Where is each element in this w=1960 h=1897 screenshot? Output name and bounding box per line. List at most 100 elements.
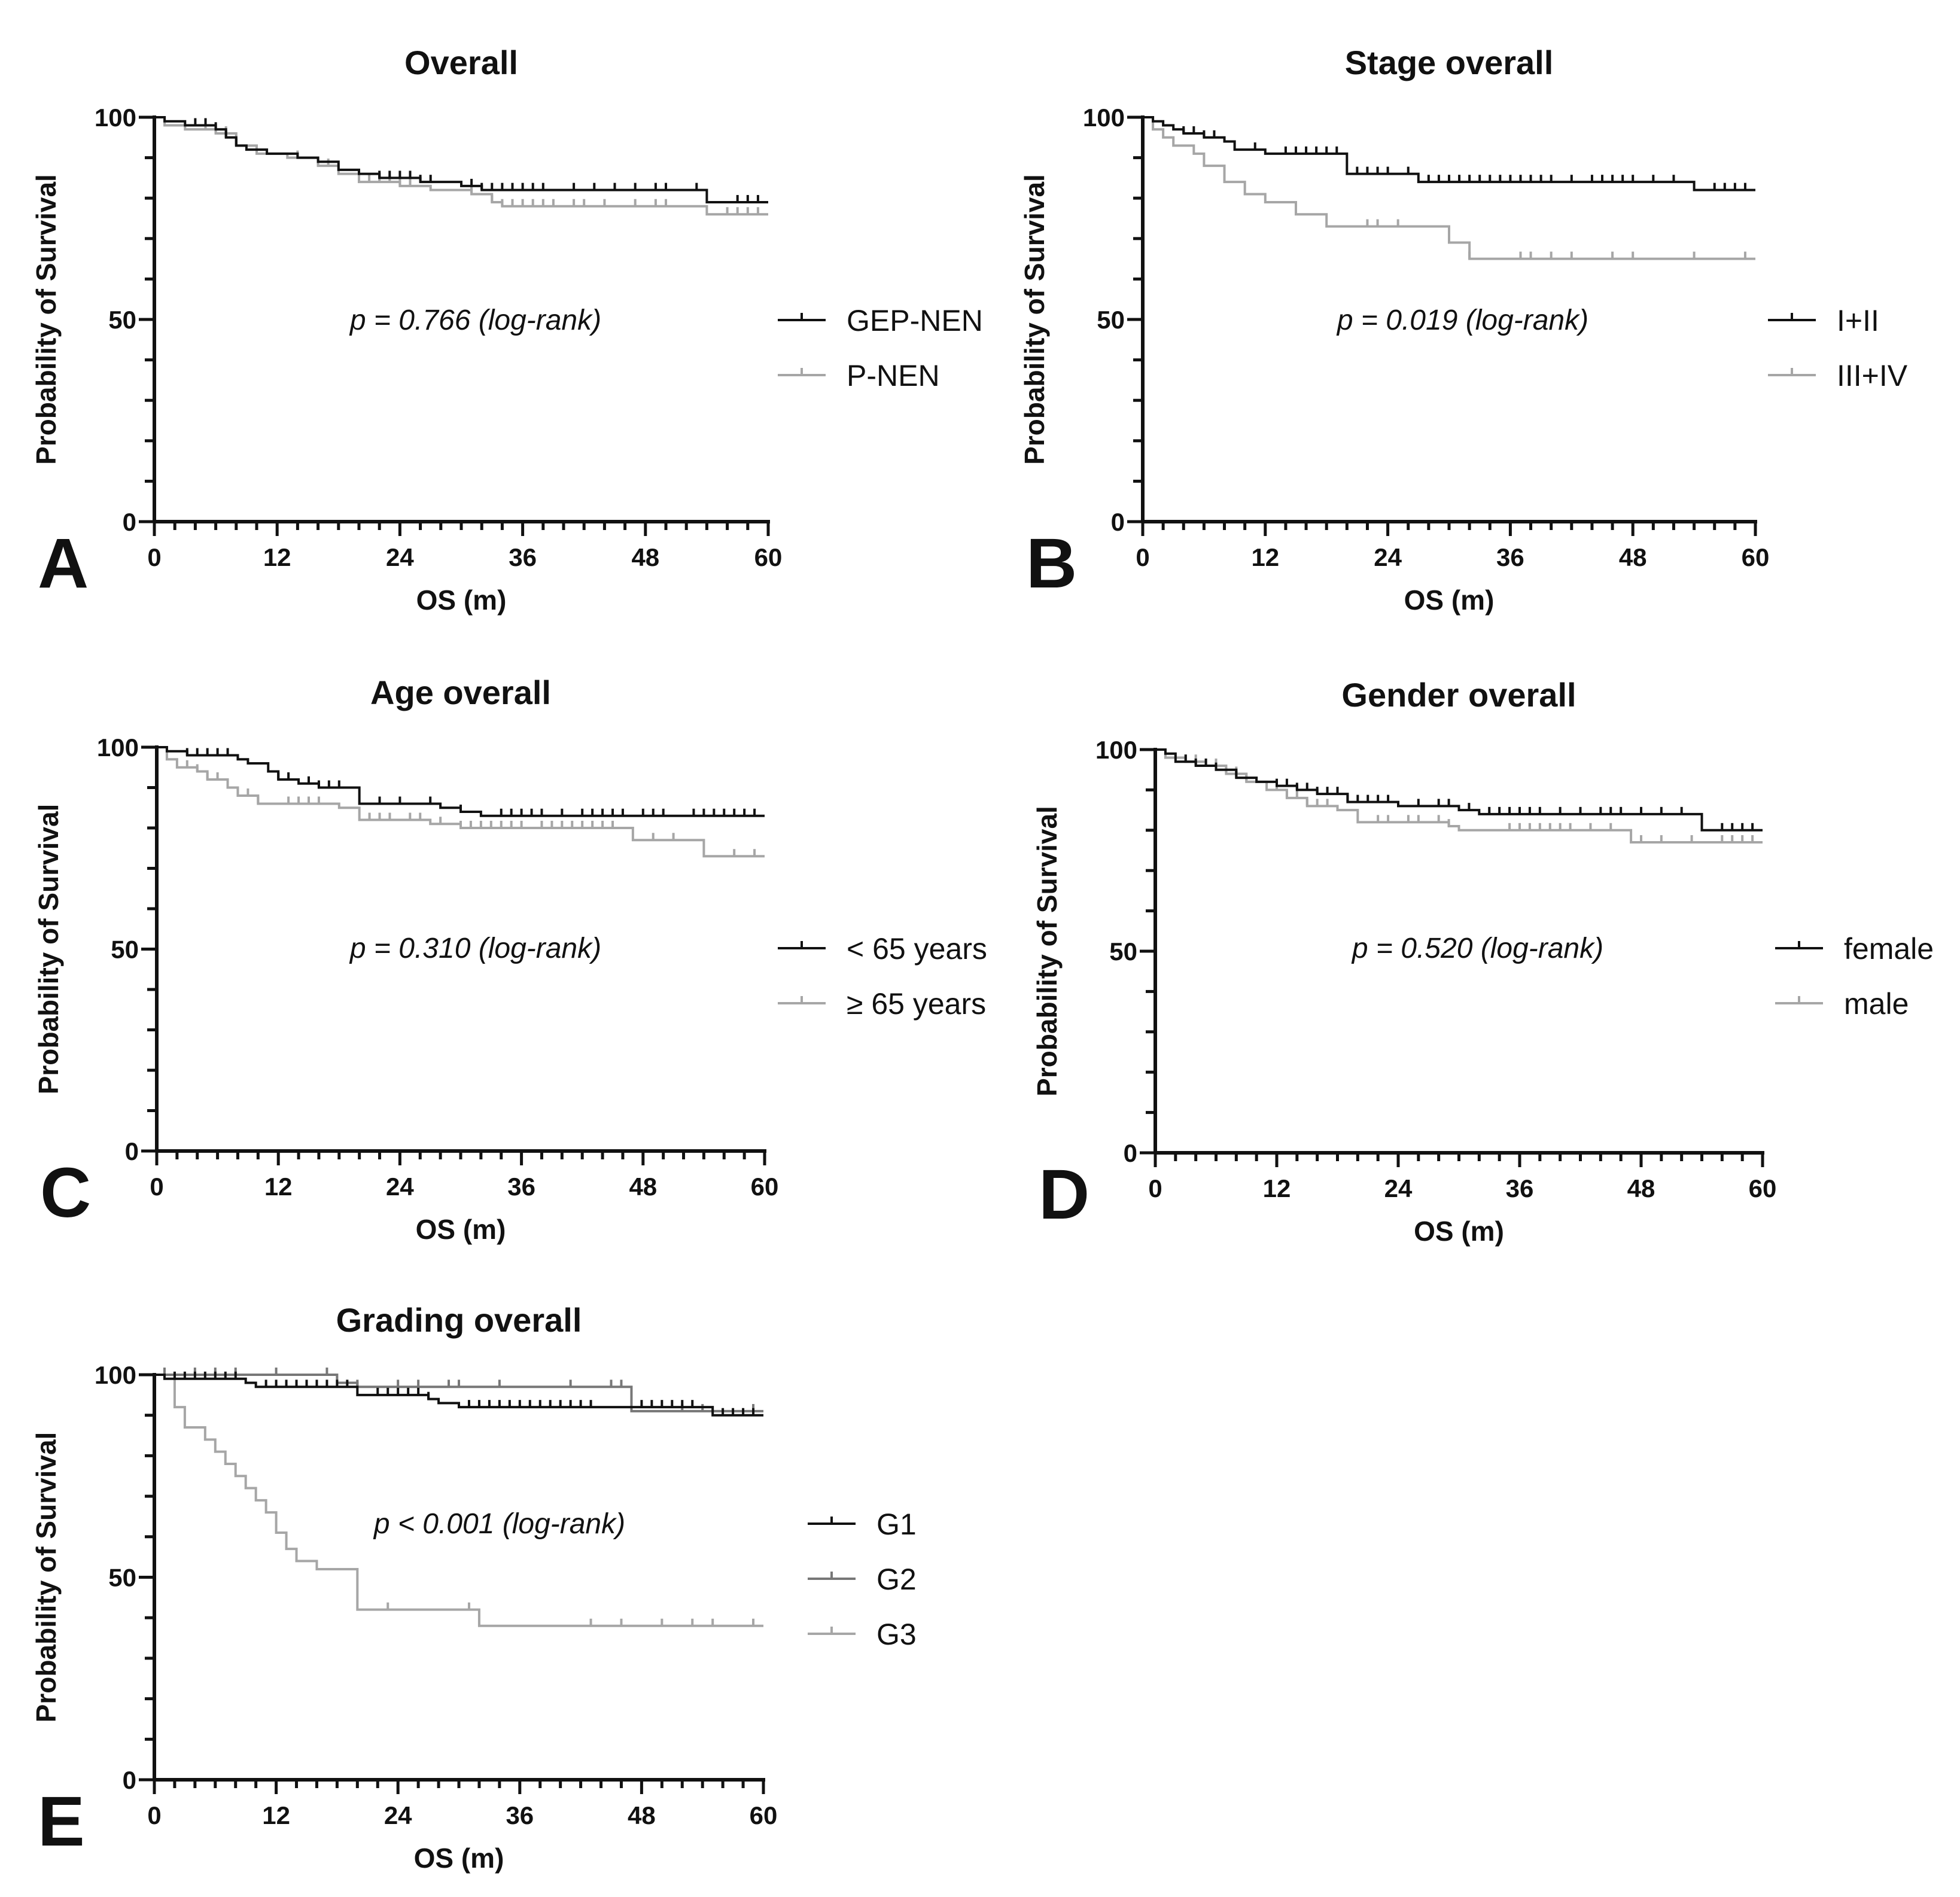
- series-1: [1143, 116, 1755, 260]
- survival-curve: [1155, 748, 1763, 844]
- x-axis-label: OS (m): [416, 584, 507, 616]
- legend-label: I+II: [1837, 304, 1879, 337]
- series-2: [154, 1374, 763, 1627]
- panel-letter: D: [1039, 1155, 1089, 1234]
- x-tick-label: 24: [384, 1801, 412, 1829]
- x-tick-label: 24: [1384, 1174, 1413, 1202]
- y-axis-label: Probability of Survival: [1019, 174, 1050, 465]
- x-tick-label: 12: [262, 1801, 290, 1829]
- legend-entry-1: male: [1775, 987, 1909, 1021]
- legend-entry-1: III+IV: [1768, 359, 1908, 392]
- legend-entry-1: G2: [808, 1563, 917, 1596]
- y-tick-label: 0: [125, 1137, 139, 1165]
- y-tick-label: 100: [95, 103, 136, 132]
- chart-panel-b: Stage overall 0 50 100 0 12 24 36 48 60 OS (m) Prob…: [1019, 44, 1908, 616]
- y-axis-label: Probability of Survival: [33, 804, 64, 1095]
- legend-label: < 65 years: [847, 932, 987, 966]
- legend-entry-0: GEP-NEN: [778, 304, 983, 337]
- chart-title: Age overall: [370, 674, 551, 711]
- x-tick-label: 0: [147, 543, 161, 571]
- x-tick-label: 36: [509, 543, 537, 571]
- y-axis-label: Probability of Survival: [1031, 806, 1063, 1097]
- x-tick-label: 24: [386, 1173, 414, 1201]
- p-value-annotation: p = 0.520 (log-rank): [1351, 933, 1603, 964]
- x-tick-label: 60: [1742, 543, 1770, 571]
- x-tick-label: 60: [1749, 1174, 1777, 1202]
- legend-label: GEP-NEN: [847, 304, 983, 337]
- x-tick-label: 36: [1506, 1174, 1534, 1202]
- legend-label: P-NEN: [847, 359, 940, 392]
- y-tick-label: 0: [1111, 508, 1125, 536]
- survival-curve: [154, 1374, 763, 1417]
- x-axis-label: OS (m): [414, 1843, 504, 1874]
- legend-entry-2: G3: [808, 1618, 917, 1651]
- x-tick-label: 48: [631, 543, 659, 571]
- chart-panel-a: Overall 0 50 100 0 12 24 36 48 60 OS (m) Probabilit…: [31, 44, 983, 616]
- chart-panel-d: Gender overall 0 50 100 0 12 24 36 48 60 OS (m) Pro…: [1031, 676, 1934, 1247]
- legend-label: G2: [876, 1563, 917, 1596]
- survival-curve: [154, 116, 768, 216]
- x-tick-label: 0: [1136, 543, 1149, 571]
- x-tick-label: 24: [1374, 543, 1402, 571]
- y-tick-label: 100: [1095, 736, 1137, 764]
- legend-entry-0: G1: [808, 1508, 917, 1541]
- x-axis-label: OS (m): [416, 1214, 506, 1245]
- x-tick-label: 60: [754, 543, 783, 571]
- legend-label: ≥ 65 years: [847, 987, 986, 1021]
- y-tick-label: 50: [108, 1564, 136, 1592]
- survival-curve: [1155, 748, 1763, 832]
- x-tick-label: 12: [1251, 543, 1279, 571]
- x-tick-label: 60: [750, 1801, 778, 1829]
- survival-curve: [154, 1374, 763, 1627]
- legend-label: female: [1844, 932, 1934, 966]
- y-tick-label: 50: [108, 306, 136, 334]
- panel-letter: A: [38, 524, 89, 603]
- survival-curve: [1143, 116, 1755, 260]
- y-tick-label: 100: [1083, 103, 1125, 132]
- x-tick-label: 12: [1263, 1174, 1291, 1202]
- x-tick-label: 24: [386, 543, 414, 571]
- x-tick-label: 48: [1619, 543, 1647, 571]
- legend-label: male: [1844, 987, 1909, 1021]
- chart-title: Stage overall: [1345, 44, 1554, 81]
- series-0: [1143, 116, 1755, 191]
- x-tick-label: 60: [751, 1173, 779, 1201]
- x-tick-label: 12: [263, 543, 291, 571]
- x-axis-label: OS (m): [1404, 584, 1495, 616]
- legend-label: III+IV: [1837, 359, 1908, 392]
- legend-entry-0: female: [1775, 932, 1934, 966]
- series-0: [154, 116, 768, 203]
- x-tick-label: 48: [1627, 1174, 1655, 1202]
- chart-title: Overall: [404, 44, 518, 81]
- legend-label: G1: [876, 1508, 917, 1541]
- series-1: [157, 746, 765, 858]
- series-1: [154, 116, 768, 216]
- chart-title: Gender overall: [1341, 676, 1576, 714]
- legend-entry-1: P-NEN: [778, 359, 940, 392]
- series-0: [157, 746, 765, 817]
- legend-entry-0: I+II: [1768, 304, 1879, 337]
- x-axis-label: OS (m): [1414, 1216, 1504, 1247]
- x-tick-label: 12: [264, 1173, 293, 1201]
- panel-letter: E: [38, 1782, 85, 1861]
- panel-letter: B: [1026, 524, 1077, 603]
- p-value-annotation: p = 0.766 (log-rank): [349, 305, 601, 336]
- p-value-annotation: p = 0.019 (log-rank): [1336, 305, 1588, 336]
- x-tick-label: 36: [507, 1173, 535, 1201]
- series-0: [154, 1371, 763, 1417]
- legend-entry-0: < 65 years: [778, 932, 987, 966]
- x-tick-label: 0: [147, 1801, 161, 1829]
- y-tick-label: 50: [1109, 937, 1137, 966]
- y-tick-label: 0: [123, 1766, 136, 1794]
- y-tick-label: 100: [97, 733, 139, 762]
- y-axis-label: Probability of Survival: [31, 174, 62, 465]
- survival-curve: [1143, 116, 1755, 191]
- y-axis-label: Probability of Survival: [31, 1432, 62, 1723]
- panel-letter: C: [40, 1153, 91, 1232]
- series-0: [1155, 748, 1763, 832]
- y-tick-label: 50: [111, 936, 139, 964]
- y-tick-label: 100: [95, 1361, 136, 1389]
- y-tick-label: 50: [1097, 306, 1125, 334]
- chart-panel-c: Age overall 0 50 100 0 12 24 36 48 60 OS (m) Probab…: [33, 674, 987, 1245]
